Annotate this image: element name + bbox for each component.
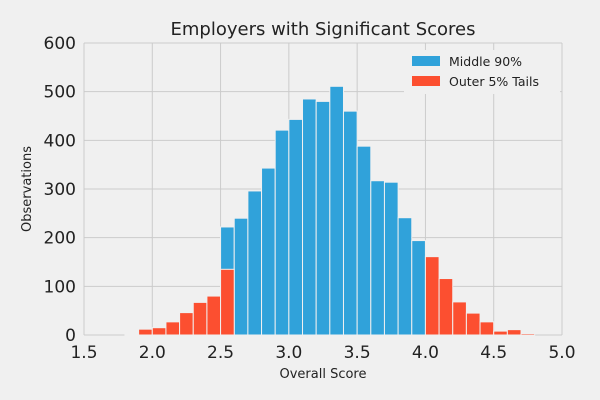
x-tick-label: 3.0: [275, 343, 302, 363]
legend: Middle 90% Outer 5% Tails: [404, 50, 560, 94]
chart-title: Employers with Significant Scores: [171, 19, 476, 40]
bar-middle-90: [356, 145, 372, 336]
bar-middle-90: [274, 129, 290, 336]
x-tick-label: 2.5: [207, 343, 234, 363]
legend-label: Middle 90%: [449, 54, 522, 69]
bar-outer-tails: [452, 301, 467, 336]
bar-outer-tails: [220, 268, 235, 336]
bar-outer-tails: [192, 301, 208, 336]
bar-middle-90: [315, 100, 331, 336]
bar-outer-tails: [520, 333, 536, 336]
bar-outer-tails: [465, 312, 481, 336]
bar-middle-90: [411, 240, 426, 336]
x-tick-label: 5.0: [548, 343, 575, 363]
bar-middle-90: [233, 217, 249, 336]
bar-middle-90: [329, 85, 344, 336]
y-tick-label: 600: [44, 34, 76, 54]
bar-middle-90: [383, 181, 399, 336]
bar-outer-tails: [438, 278, 454, 336]
histogram-bars: [124, 85, 536, 336]
y-tick-label: 200: [44, 229, 76, 249]
x-tick-label: 1.5: [70, 343, 97, 363]
bar-outer-tails: [138, 328, 153, 336]
bar-middle-90: [342, 110, 358, 336]
legend-swatch: [412, 76, 440, 86]
bar-middle-90: [247, 190, 263, 336]
bar-outer-tails: [493, 330, 508, 336]
x-axis-label: Overall Score: [279, 367, 366, 382]
bar-outer-tails: [165, 321, 181, 336]
legend-label: Outer 5% Tails: [449, 74, 539, 89]
x-tick-label: 3.5: [344, 343, 371, 363]
bar-outer-tails: [506, 329, 522, 336]
y-tick-labels: 0 100 200 300 400 500 600: [44, 34, 76, 346]
x-tick-label: 4.0: [412, 343, 439, 363]
y-axis-label: Observations: [20, 146, 35, 232]
bar-middle-90: [261, 167, 276, 336]
bar-outer-tails: [179, 312, 194, 336]
y-tick-label: 100: [44, 277, 76, 297]
bar-middle-90: [288, 118, 304, 336]
bar-outer-tails: [151, 327, 167, 336]
bar-outer-tails: [124, 333, 140, 336]
x-tick-labels: 1.5 2.0 2.5 3.0 3.5 4.0 4.5 5.0: [70, 343, 575, 363]
x-tick-label: 4.5: [480, 343, 507, 363]
bar-outer-tails: [424, 256, 440, 336]
bar-middle-90: [370, 180, 385, 336]
y-tick-label: 500: [44, 83, 76, 103]
bar-outer-tails: [206, 295, 222, 336]
bar-outer-tails: [479, 321, 495, 336]
y-tick-label: 0: [65, 326, 76, 346]
legend-swatch: [412, 56, 440, 66]
bar-middle-90: [302, 98, 317, 336]
x-tick-label: 2.0: [139, 343, 166, 363]
y-tick-label: 300: [44, 180, 76, 200]
y-tick-label: 400: [44, 131, 76, 151]
bar-middle-90: [397, 217, 413, 336]
